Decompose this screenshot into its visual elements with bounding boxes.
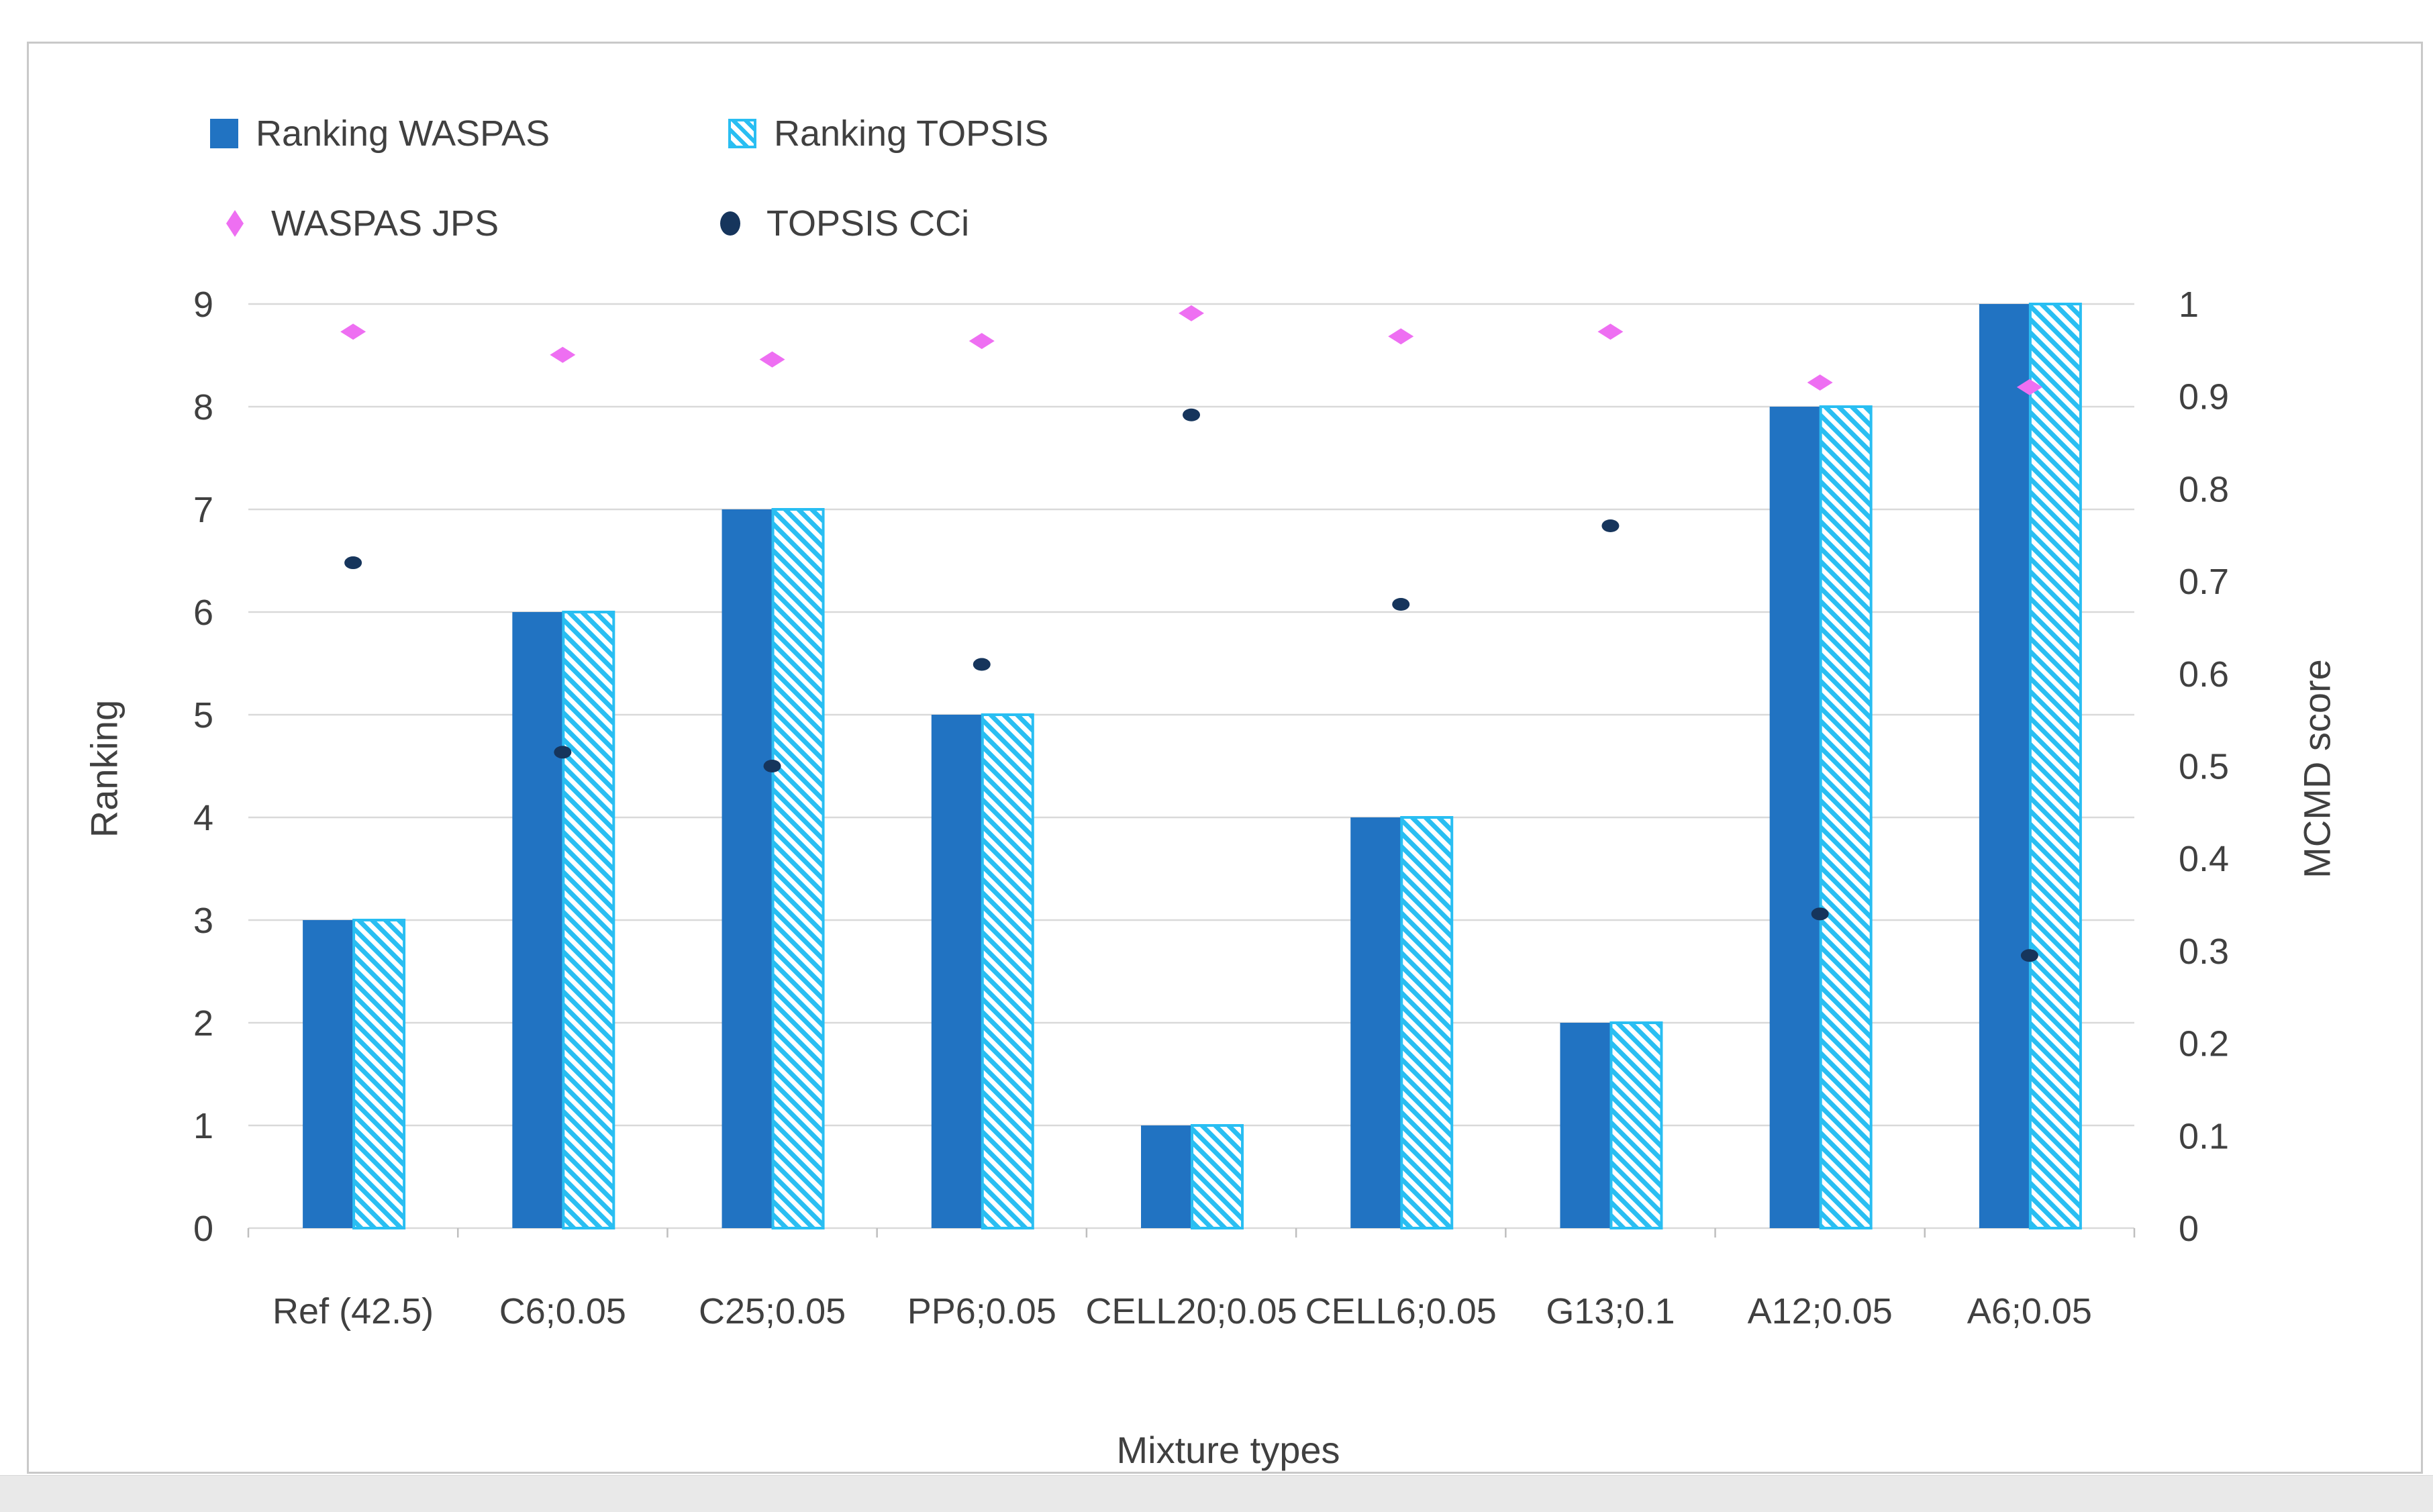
bar-ranking-topsis [1191, 1124, 1244, 1229]
point-waspas-jps [969, 333, 995, 350]
bar-ranking-topsis [1400, 816, 1454, 1229]
bar-ranking-waspas [303, 920, 354, 1228]
legend-item-waspas-jps: WASPAS JPS [216, 205, 499, 242]
legend-label: Ranking WASPAS [256, 113, 550, 154]
x-axis-title: Mixture types [1116, 1429, 1340, 1471]
point-topsis-cci [763, 760, 781, 772]
left-axis-tick-label: 6 [193, 593, 213, 633]
legend-label: WASPAS JPS [271, 203, 499, 244]
right-axis-tick-label: 0.4 [2179, 839, 2229, 879]
left-axis-tick-label: 2 [193, 1003, 213, 1044]
point-waspas-jps [550, 346, 576, 363]
bar-ranking-waspas [1560, 1023, 1611, 1228]
solid-bar-swatch-icon [210, 119, 238, 148]
bar-ranking-topsis [771, 508, 825, 1229]
x-axis-category-label: PP6;0.05 [907, 1291, 1056, 1331]
bar-ranking-waspas [722, 509, 773, 1228]
x-axis-category-label: CELL20;0.05 [1085, 1291, 1297, 1331]
bar-ranking-topsis [2028, 303, 2082, 1229]
left-axis-tick-label: 9 [193, 285, 213, 325]
point-topsis-cci [554, 746, 572, 759]
bar-ranking-topsis [562, 611, 615, 1229]
point-topsis-cci [1811, 907, 1829, 921]
bar-ranking-waspas [1979, 304, 2030, 1228]
right-axis-tick-label: 0.6 [2179, 654, 2229, 695]
x-axis-category-label: C6;0.05 [499, 1291, 626, 1331]
bar-ranking-waspas [512, 612, 563, 1228]
legend-label: TOPSIS CCi [766, 203, 970, 244]
legend-item-ranking-waspas: Ranking WASPAS [210, 115, 550, 152]
left-axis-tick-label: 5 [193, 695, 213, 736]
point-topsis-cci [1392, 598, 1410, 611]
left-axis-tick-label: 7 [193, 490, 213, 530]
diamond-marker-icon [226, 210, 244, 237]
bar-ranking-waspas [1141, 1125, 1191, 1228]
x-axis-category-label: A6;0.05 [1967, 1291, 2092, 1331]
right-axis-title: MCMD score [2295, 659, 2338, 878]
x-axis-category-label: CELL6;0.05 [1305, 1291, 1497, 1331]
point-waspas-jps [340, 323, 366, 340]
right-axis-tick-label: 0.7 [2179, 562, 2229, 602]
legend-label: Ranking TOPSIS [774, 113, 1049, 154]
right-axis-tick-label: 0.3 [2179, 931, 2229, 972]
point-waspas-jps [1597, 323, 1624, 340]
bar-ranking-waspas [1769, 407, 1820, 1228]
x-axis-category-label: Ref (42.5) [272, 1291, 434, 1331]
right-axis-tick-label: 0.2 [2179, 1024, 2229, 1064]
x-axis-category-label: G13;0.1 [1546, 1291, 1675, 1331]
bar-ranking-topsis [352, 919, 406, 1229]
point-waspas-jps [759, 351, 785, 368]
left-axis-tick-label: 0 [193, 1209, 213, 1249]
bar-ranking-topsis [981, 713, 1034, 1229]
bar-ranking-waspas [1350, 817, 1401, 1228]
point-topsis-cci [1183, 408, 1200, 421]
point-waspas-jps [1388, 328, 1414, 345]
legend-item-topsis-cci: TOPSIS CCi [711, 205, 969, 242]
point-topsis-cci [1601, 519, 1620, 532]
bar-ranking-waspas [931, 715, 982, 1228]
legend-item-ranking-topsis: Ranking TOPSIS [728, 115, 1048, 152]
hatched-bar-swatch-icon [728, 119, 756, 148]
left-axis-title: Ranking [83, 699, 126, 838]
point-waspas-jps [2016, 379, 2042, 395]
right-axis-tick-label: 0.1 [2179, 1116, 2229, 1156]
right-axis-tick-label: 0.5 [2179, 747, 2229, 787]
left-axis-tick-label: 8 [193, 387, 213, 427]
point-topsis-cci [2020, 949, 2038, 962]
right-axis-tick-label: 0.8 [2179, 469, 2229, 509]
circle-marker-icon [720, 211, 740, 236]
x-axis-category-label: A12;0.05 [1748, 1291, 1893, 1331]
left-axis-tick-label: 1 [193, 1106, 213, 1146]
left-axis-tick-label: 3 [193, 901, 213, 941]
x-axis-category-label: C25;0.05 [699, 1291, 846, 1331]
left-axis-tick-label: 4 [193, 798, 213, 838]
bar-ranking-topsis [1609, 1021, 1663, 1229]
point-waspas-jps [1179, 305, 1204, 321]
bar-ranking-topsis [1819, 405, 1873, 1229]
right-axis-tick-label: 0 [2179, 1209, 2199, 1249]
point-topsis-cci [344, 556, 362, 570]
page-bottom-strip [0, 1475, 2433, 1512]
right-axis-tick-label: 0.9 [2179, 377, 2229, 417]
right-axis-tick-label: 1 [2179, 285, 2199, 325]
point-topsis-cci [973, 658, 991, 671]
point-waspas-jps [1807, 374, 1833, 391]
